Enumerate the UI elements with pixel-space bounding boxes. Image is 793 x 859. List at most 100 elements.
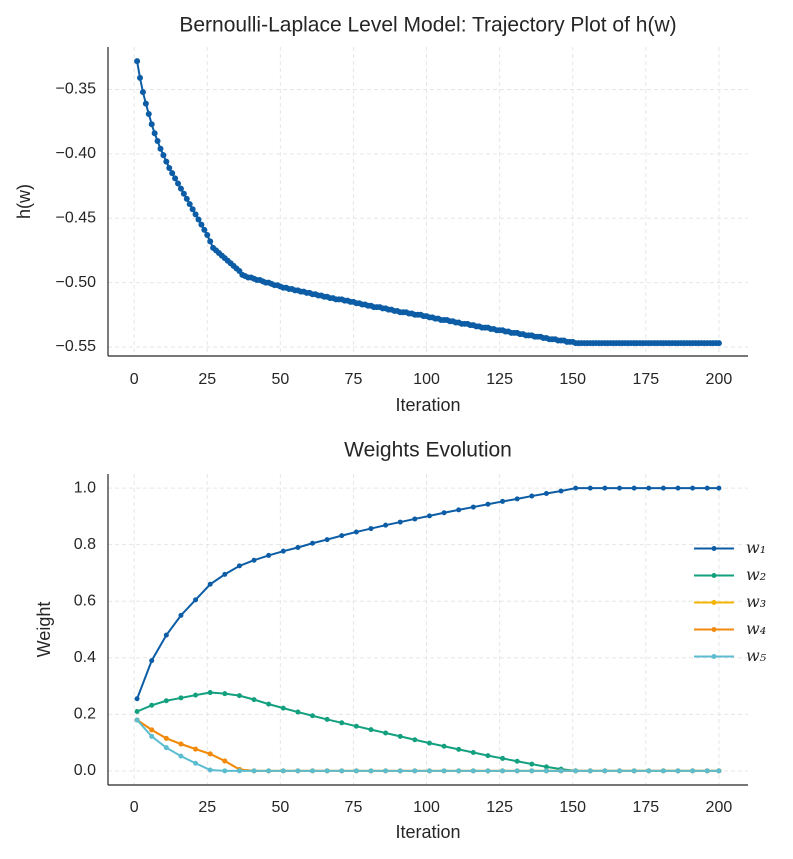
marker <box>456 746 462 752</box>
marker <box>134 58 141 65</box>
marker <box>529 768 535 774</box>
y-axis-label: Weight <box>34 602 54 658</box>
marker <box>207 238 214 245</box>
x-tick-label: 100 <box>413 371 440 388</box>
x-axis-label: Iteration <box>395 395 460 415</box>
marker <box>222 691 228 697</box>
x-tick-label: 50 <box>271 799 289 816</box>
marker <box>186 201 193 208</box>
marker <box>602 768 608 774</box>
marker <box>383 768 389 774</box>
marker <box>163 632 169 638</box>
marker <box>543 768 549 774</box>
x-tick-label: 125 <box>486 371 513 388</box>
marker <box>251 557 257 563</box>
marker <box>339 720 345 726</box>
marker <box>280 548 286 554</box>
marker <box>690 485 696 491</box>
marker <box>134 708 140 714</box>
marker <box>201 226 208 233</box>
marker <box>266 701 272 707</box>
marker <box>368 526 374 532</box>
marker <box>368 727 374 733</box>
marker <box>193 692 199 698</box>
marker <box>617 768 623 774</box>
y-tick-label: −0.35 <box>56 81 97 98</box>
marker <box>148 121 155 128</box>
marker <box>675 768 681 774</box>
marker <box>368 768 374 774</box>
marker <box>163 158 170 165</box>
legend-marker <box>711 546 717 551</box>
marker <box>514 496 520 502</box>
marker <box>716 485 722 491</box>
x-tick-label: 75 <box>345 371 363 388</box>
x-axis-label: Iteration <box>395 822 460 842</box>
marker <box>324 716 330 722</box>
marker <box>339 533 345 539</box>
marker <box>189 206 196 213</box>
marker <box>192 211 199 218</box>
y-tick-label: −0.40 <box>56 145 97 162</box>
legend-marker <box>711 573 717 578</box>
marker <box>183 195 190 202</box>
marker <box>383 522 389 528</box>
y-tick-label: −0.45 <box>56 209 97 226</box>
legend-label: w₃ <box>746 592 766 611</box>
marker <box>602 485 608 491</box>
marker <box>617 485 623 491</box>
chart-title: Weights Evolution <box>344 439 512 462</box>
marker <box>690 768 696 774</box>
x-tick-label: 0 <box>130 371 139 388</box>
marker <box>456 507 462 513</box>
marker <box>426 740 432 746</box>
marker <box>470 504 476 510</box>
marker <box>310 540 316 546</box>
y-tick-label: 0.6 <box>74 592 96 609</box>
marker <box>163 735 169 741</box>
marker <box>280 705 286 711</box>
marker <box>207 581 213 587</box>
marker <box>251 768 257 774</box>
marker <box>675 485 681 491</box>
marker <box>397 768 403 774</box>
marker <box>558 768 564 774</box>
marker <box>163 745 169 751</box>
marker <box>573 485 579 491</box>
marker <box>426 768 432 774</box>
series-line <box>136 487 719 700</box>
x-tick-label: 175 <box>632 799 659 816</box>
marker <box>543 764 549 770</box>
marker <box>204 231 211 238</box>
x-tick-label: 0 <box>130 799 139 816</box>
marker <box>295 768 301 774</box>
marker <box>310 713 316 719</box>
marker <box>587 485 593 491</box>
marker <box>180 190 187 197</box>
marker <box>149 702 155 708</box>
marker <box>485 501 491 507</box>
marker <box>397 733 403 739</box>
marker <box>222 571 228 577</box>
marker <box>412 768 418 774</box>
marker <box>470 768 476 774</box>
marker <box>514 758 520 764</box>
marker <box>169 170 176 177</box>
marker <box>236 563 242 569</box>
marker <box>139 89 146 96</box>
marker <box>166 165 173 172</box>
marker <box>441 768 447 774</box>
marker <box>151 130 158 137</box>
marker <box>646 485 652 491</box>
marker <box>195 216 202 223</box>
marker <box>295 709 301 715</box>
y-tick-label: 0.4 <box>74 649 96 666</box>
y-tick-label: 0.8 <box>74 536 96 553</box>
marker <box>149 733 155 739</box>
marker <box>441 743 447 749</box>
series-line <box>136 60 719 345</box>
marker <box>456 768 462 774</box>
marker <box>251 697 257 703</box>
marker <box>383 730 389 736</box>
